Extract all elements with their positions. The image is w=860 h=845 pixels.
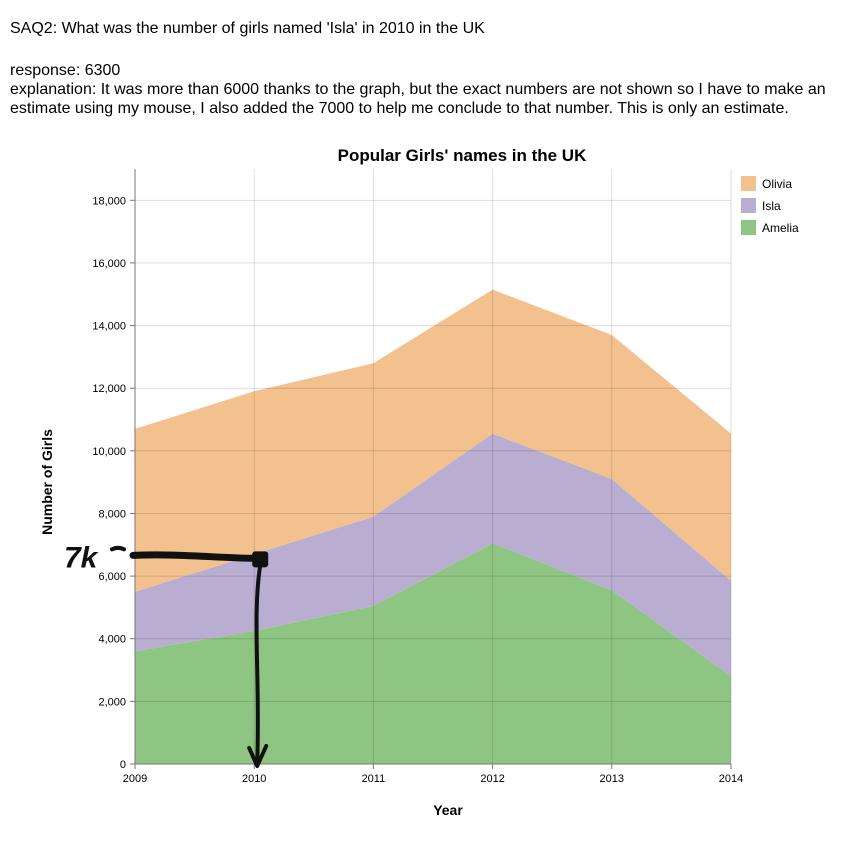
question-text: SAQ2: What was the number of girls named…	[10, 20, 485, 37]
area-isla	[135, 433, 731, 677]
response-text: response: 6300	[10, 62, 121, 79]
axes: 0 2,000 4,000 6,000 8,000 10,000 12,000 14,000 1…	[92, 169, 743, 785]
x-tick-label: 2014	[719, 773, 743, 785]
explanation-text: explanation: It was more than 6000 thank…	[10, 81, 826, 117]
chart-title: Popular Girls' names in the UK	[338, 146, 587, 165]
annotation-dash	[110, 545, 126, 552]
legend-swatch-isla	[741, 198, 756, 213]
x-tick-label: 2013	[600, 773, 624, 785]
area-amelia	[135, 543, 731, 764]
y-tick-label: 4,000	[98, 634, 126, 646]
legend-label-olivia: Olivia	[762, 177, 792, 191]
y-tick-label: 14,000	[92, 321, 126, 333]
y-tick-label: 12,000	[92, 383, 126, 395]
annotation-label: 7k	[64, 541, 99, 574]
y-tick-label: 10,000	[92, 446, 126, 458]
annotation-arrowhead	[247, 744, 269, 768]
legend-swatch-amelia	[741, 220, 756, 235]
x-axis-title: Year	[433, 802, 463, 818]
annotation-vertical-stroke	[254, 563, 263, 764]
x-tick-label: 2009	[123, 773, 147, 785]
annotation-junction	[252, 551, 269, 568]
y-tick-label: 6,000	[98, 571, 126, 583]
x-tick-label: 2010	[242, 773, 266, 785]
y-tick-label: 16,000	[92, 258, 126, 270]
x-tick-label: 2012	[480, 773, 504, 785]
area-series	[135, 289, 731, 764]
y-tick-label: 18,000	[92, 195, 126, 207]
y-tick-label: 2,000	[98, 696, 126, 708]
legend-label-isla: Isla	[762, 199, 781, 213]
x-tick-label: 2011	[362, 773, 386, 785]
legend-swatch-olivia	[741, 176, 756, 191]
annotation-horizontal-stroke	[129, 551, 262, 562]
y-axis-title: Number of Girls	[39, 429, 55, 535]
legend: Olivia Isla Amelia	[741, 176, 799, 235]
y-tick-label: 8,000	[98, 508, 126, 520]
y-tick-label: 0	[120, 759, 126, 771]
legend-label-amelia: Amelia	[762, 221, 799, 235]
handwritten-annotation: 7k	[64, 541, 269, 768]
area-olivia	[135, 289, 731, 592]
